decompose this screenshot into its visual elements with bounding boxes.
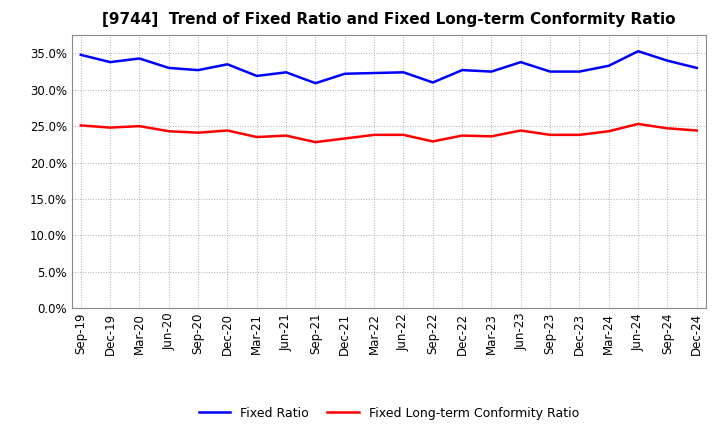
Fixed Long-term Conformity Ratio [399,132,408,138]
Fixed Ratio [194,67,202,73]
Fixed Ratio [106,59,114,65]
Fixed Ratio [135,56,144,61]
Fixed Long-term Conformity Ratio [223,128,232,133]
Fixed Long-term Conformity Ratio [253,134,261,139]
Line: Fixed Ratio: Fixed Ratio [81,51,697,83]
Fixed Long-term Conformity Ratio [282,133,290,138]
Fixed Ratio [223,62,232,67]
Title: [9744]  Trend of Fixed Ratio and Fixed Long-term Conformity Ratio: [9744] Trend of Fixed Ratio and Fixed Lo… [102,12,675,27]
Fixed Long-term Conformity Ratio [516,128,525,133]
Fixed Long-term Conformity Ratio [693,128,701,133]
Fixed Long-term Conformity Ratio [458,133,467,138]
Fixed Ratio [370,70,379,76]
Fixed Long-term Conformity Ratio [164,128,173,134]
Legend: Fixed Ratio, Fixed Long-term Conformity Ratio: Fixed Ratio, Fixed Long-term Conformity … [194,402,584,425]
Line: Fixed Long-term Conformity Ratio: Fixed Long-term Conformity Ratio [81,124,697,142]
Fixed Ratio [428,80,437,85]
Fixed Long-term Conformity Ratio [487,134,496,139]
Fixed Ratio [76,52,85,58]
Fixed Ratio [282,70,290,75]
Fixed Ratio [253,73,261,79]
Fixed Long-term Conformity Ratio [76,123,85,128]
Fixed Ratio [399,70,408,75]
Fixed Long-term Conformity Ratio [135,124,144,129]
Fixed Ratio [164,65,173,70]
Fixed Long-term Conformity Ratio [311,139,320,145]
Fixed Long-term Conformity Ratio [663,126,672,131]
Fixed Ratio [575,69,584,74]
Fixed Ratio [546,69,554,74]
Fixed Ratio [605,63,613,68]
Fixed Long-term Conformity Ratio [575,132,584,138]
Fixed Ratio [311,81,320,86]
Fixed Ratio [487,69,496,74]
Fixed Long-term Conformity Ratio [370,132,379,138]
Fixed Long-term Conformity Ratio [605,128,613,134]
Fixed Long-term Conformity Ratio [341,136,349,141]
Fixed Long-term Conformity Ratio [634,121,642,127]
Fixed Ratio [516,59,525,65]
Fixed Ratio [693,65,701,70]
Fixed Long-term Conformity Ratio [194,130,202,136]
Fixed Long-term Conformity Ratio [428,139,437,144]
Fixed Long-term Conformity Ratio [546,132,554,138]
Fixed Ratio [663,58,672,63]
Fixed Ratio [341,71,349,77]
Fixed Ratio [458,67,467,73]
Fixed Ratio [634,48,642,54]
Fixed Long-term Conformity Ratio [106,125,114,130]
